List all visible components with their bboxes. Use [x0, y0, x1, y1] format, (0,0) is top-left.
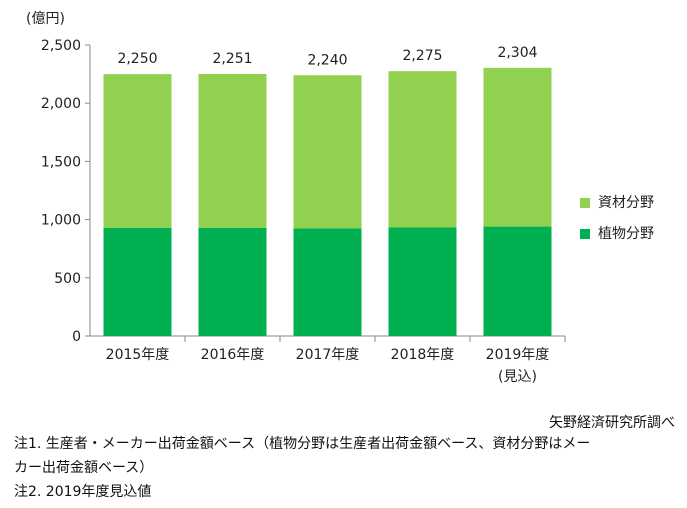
legend-item-materials: 資材分野 — [580, 192, 654, 212]
legend-label-materials: 資材分野 — [598, 195, 654, 211]
bar-materials — [293, 75, 362, 229]
total-data-label: 2,240 — [307, 52, 347, 68]
total-data-label: 2,275 — [402, 48, 442, 64]
legend-item-plants: 植物分野 — [580, 223, 654, 243]
x-tick-label: 2017年度 — [296, 347, 360, 363]
y-unit-label: (億円) — [26, 11, 65, 27]
bar-plants — [388, 227, 457, 336]
x-tick-sublabel: (見込) — [498, 369, 537, 385]
x-tick-label: 2018年度 — [391, 347, 455, 363]
legend-label-plants: 植物分野 — [598, 226, 654, 242]
bar-materials — [483, 67, 552, 227]
y-tick-label: 0 — [72, 329, 81, 345]
y-tick-label: 2,500 — [41, 38, 81, 54]
note-line-3: 注2. 2019年度見込値 — [14, 484, 152, 500]
legend-swatch-plants — [580, 229, 590, 239]
bar-materials — [388, 71, 457, 228]
bar-plants — [103, 227, 172, 336]
x-tick-label: 2016年度 — [201, 347, 265, 363]
source-credit: 矢野経済研究所調べ — [549, 415, 675, 431]
bar-materials — [198, 73, 267, 228]
chart: 0 500 1,000 1,500 2,000 2,500 2,250 2015年度 2,251… — [41, 38, 566, 385]
bar-plants — [483, 226, 552, 336]
bar-plants — [198, 227, 267, 336]
y-tick-label: 1,000 — [41, 213, 81, 229]
note-line-2: カー出荷金額ベース） — [14, 460, 154, 476]
legend-swatch-materials — [580, 198, 590, 208]
x-tick-label: 2019年度 — [486, 347, 550, 363]
total-data-label: 2,304 — [497, 45, 537, 61]
note-line-1: 注1. 生産者・メーカー出荷金額ベース（植物分野は生産者出荷金額ベース、資材分野… — [14, 436, 591, 452]
total-data-label: 2,250 — [117, 51, 157, 67]
x-tick-label: 2015年度 — [106, 347, 170, 363]
y-tick-label: 500 — [54, 271, 81, 287]
total-data-label: 2,251 — [212, 51, 252, 67]
bar-plants — [293, 228, 362, 336]
bar-materials — [103, 74, 172, 228]
y-tick-label: 2,000 — [41, 96, 81, 112]
y-tick-label: 1,500 — [41, 154, 81, 170]
